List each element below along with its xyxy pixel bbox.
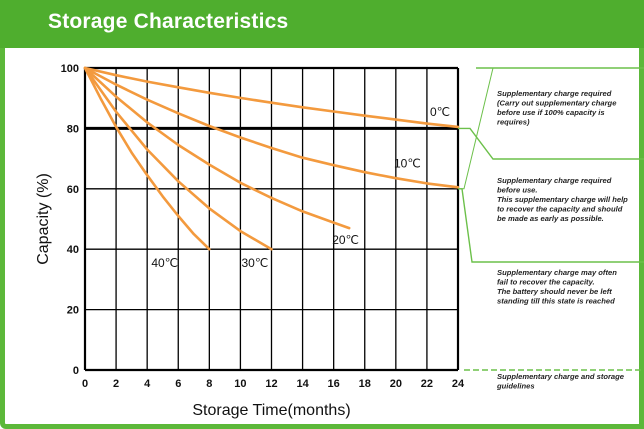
series-label: 20℃ (332, 233, 359, 247)
series-label: 10℃ (394, 156, 421, 170)
x-tick-label: 14 (296, 378, 309, 390)
annotation-text: Supplementary charge required (Carry out … (497, 89, 617, 127)
x-tick-label: 22 (421, 378, 433, 390)
annotation-text: Supplementary charge and storage guidelin… (496, 372, 625, 391)
series-line-0 (83, 66, 460, 129)
x-tick-label: 24 (452, 378, 465, 390)
x-tick-label: 12 (265, 378, 277, 390)
y-tick-label: 60 (67, 184, 79, 196)
series-line-4 (83, 66, 211, 251)
y-tick-label: 20 (67, 305, 79, 317)
x-tick-label: 6 (175, 378, 181, 390)
series-label: 30℃ (242, 256, 269, 270)
x-tick-label: 20 (390, 378, 402, 390)
y-tick-label: 0 (73, 365, 79, 377)
y-tick-label: 100 (61, 63, 79, 75)
x-tick-label: 4 (144, 378, 151, 390)
series-line-1 (83, 66, 460, 189)
series-line-3 (83, 66, 273, 251)
x-tick-label: 18 (359, 378, 371, 390)
x-tick-label: 8 (206, 378, 212, 390)
series-label: 40℃ (151, 256, 178, 270)
x-axis-label: Storage Time(months) (192, 402, 350, 419)
chart-header: Storage Characteristics (0, 0, 644, 48)
y-axis-label: Capacity (%) (35, 173, 52, 265)
series-line-2 (83, 66, 351, 230)
annotation-text: Supplementary charge may often fail to re… (497, 268, 617, 306)
annotation-connector (458, 127, 644, 160)
y-tick-label: 40 (67, 244, 79, 256)
annotation-connector (458, 188, 644, 263)
x-tick-label: 10 (234, 378, 246, 390)
series-label: 0℃ (430, 105, 450, 119)
y-tick-label: 80 (67, 123, 79, 135)
x-tick-label: 0 (82, 378, 88, 390)
chart-title: Storage Characteristics (48, 10, 289, 33)
annotation-text: Supplementary charge required before use.… (497, 176, 628, 223)
x-tick-label: 16 (328, 378, 340, 390)
x-tick-label: 2 (113, 378, 119, 390)
